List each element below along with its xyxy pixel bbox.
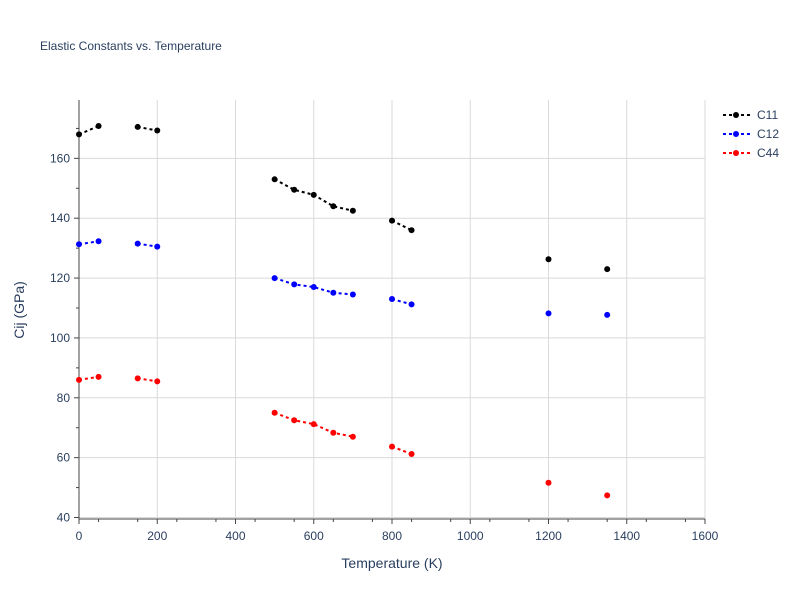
y-tick-label: 120	[50, 271, 70, 285]
data-point[interactable]	[154, 127, 161, 134]
data-point[interactable]	[271, 275, 278, 282]
data-point[interactable]	[349, 207, 356, 214]
data-point[interactable]	[545, 479, 552, 486]
series-line	[274, 411, 354, 438]
series-layer	[76, 123, 611, 499]
data-point[interactable]	[330, 429, 337, 436]
data-point[interactable]	[134, 240, 141, 247]
data-point[interactable]	[271, 409, 278, 416]
legend-item-c12[interactable]: C12	[723, 127, 779, 141]
data-point[interactable]	[349, 291, 356, 298]
data-point[interactable]	[291, 186, 298, 193]
series-c44	[76, 373, 611, 499]
data-point[interactable]	[604, 492, 611, 499]
x-tick-label: 600	[304, 529, 324, 543]
legend-swatch-marker	[733, 150, 739, 156]
series-line	[391, 219, 413, 232]
x-tick-label: 1600	[692, 529, 719, 543]
legend-label: C44	[757, 146, 779, 160]
data-point[interactable]	[154, 243, 161, 250]
series-line	[274, 277, 353, 296]
data-point[interactable]	[291, 281, 298, 288]
data-point[interactable]	[604, 266, 611, 273]
y-tick-label: 60	[57, 451, 71, 465]
x-tick-label: 800	[382, 529, 402, 543]
legend-item-c11[interactable]: C11	[723, 108, 778, 122]
legend-swatch-marker	[733, 131, 739, 137]
data-point[interactable]	[310, 421, 317, 428]
x-axis-title: Temperature (K)	[341, 555, 442, 571]
data-point[interactable]	[95, 123, 102, 130]
series-line	[391, 445, 412, 455]
legend-label: C11	[757, 108, 778, 122]
data-point[interactable]	[76, 131, 82, 138]
legend[interactable]: C11 C12 C44	[723, 108, 779, 160]
data-point[interactable]	[389, 217, 395, 224]
chart-title: Elastic Constants vs. Temperature	[40, 39, 222, 53]
data-point[interactable]	[76, 241, 82, 248]
data-point[interactable]	[76, 376, 82, 383]
x-tick-label: 1200	[535, 529, 562, 543]
data-point[interactable]	[330, 203, 337, 210]
y-tick-label: 160	[50, 151, 70, 165]
data-point[interactable]	[271, 176, 278, 183]
y-tick-label: 100	[50, 331, 70, 345]
y-tick-label: 140	[50, 211, 70, 225]
data-point[interactable]	[310, 191, 317, 198]
x-tick-label: 0	[76, 529, 83, 543]
data-point[interactable]	[408, 227, 415, 234]
data-point[interactable]	[604, 311, 611, 318]
data-point[interactable]	[545, 310, 552, 317]
data-point[interactable]	[389, 443, 395, 450]
x-tick-label: 1000	[457, 529, 484, 543]
data-point[interactable]	[291, 417, 298, 424]
y-tick-label: 40	[57, 511, 71, 525]
data-point[interactable]	[134, 123, 141, 130]
x-tick-label: 400	[225, 529, 245, 543]
y-tick-label: 80	[57, 391, 71, 405]
y-axis-title: Cij (GPa)	[11, 281, 27, 339]
legend-item-c44[interactable]: C44	[723, 146, 779, 160]
series-line	[78, 125, 99, 136]
data-point[interactable]	[389, 296, 395, 303]
data-point[interactable]	[349, 433, 356, 440]
series-line	[391, 298, 412, 306]
series-c12	[76, 238, 611, 318]
data-point[interactable]	[134, 375, 141, 382]
x-tick-label: 1400	[613, 529, 640, 543]
grid-layer	[79, 100, 706, 519]
series-c11	[76, 123, 611, 273]
data-point[interactable]	[310, 284, 317, 291]
data-point[interactable]	[330, 289, 337, 296]
data-point[interactable]	[408, 301, 415, 308]
legend-label: C12	[757, 127, 779, 141]
data-point[interactable]	[154, 378, 161, 385]
data-point[interactable]	[408, 451, 415, 458]
data-point[interactable]	[95, 373, 102, 380]
x-tick-label: 200	[147, 529, 167, 543]
axis-layer: 0 200 400 600 800 1000 1200 1400 1600 40 60 80 100 12…	[50, 100, 719, 543]
data-point[interactable]	[545, 256, 552, 263]
data-point[interactable]	[95, 238, 102, 245]
legend-swatch-marker	[733, 112, 739, 118]
